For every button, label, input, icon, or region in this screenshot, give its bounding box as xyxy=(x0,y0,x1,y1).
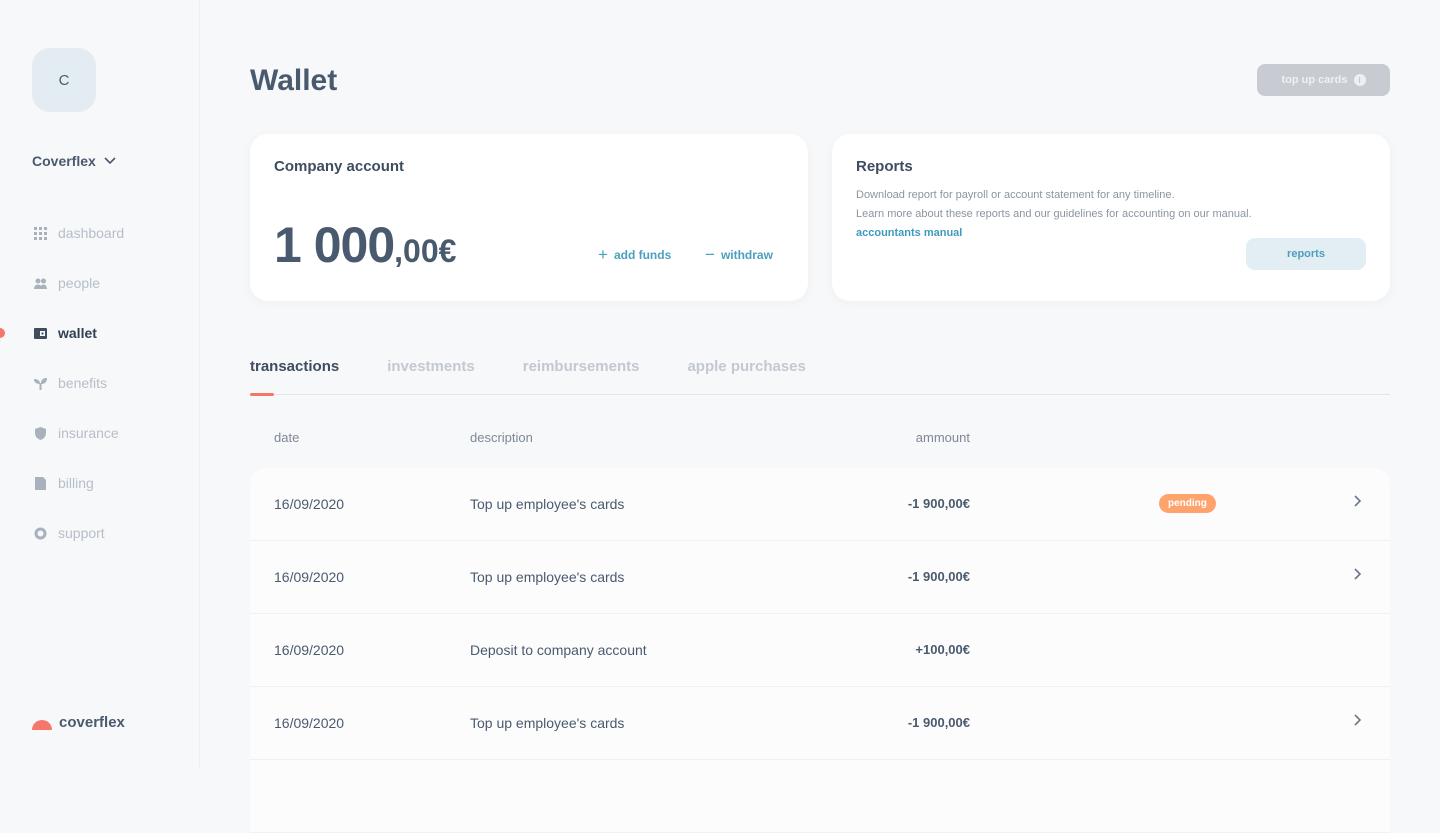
chevron-down-icon xyxy=(104,157,116,165)
tab-transactions[interactable]: transactions xyxy=(250,358,339,396)
tab-apple-purchases[interactable]: apple purchases xyxy=(687,358,806,375)
grid-icon xyxy=(34,226,47,240)
row-amount: -1 900,00€ xyxy=(907,715,970,730)
table-row[interactable]: 16/09/2020 Top up employee's cards -1 90… xyxy=(250,468,1390,541)
withdraw-button[interactable]: − withdraw xyxy=(705,245,773,265)
chevron-right-icon[interactable] xyxy=(1350,713,1364,727)
withdraw-label: withdraw xyxy=(720,248,773,262)
transactions-table: 16/09/2020 Top up employee's cards -1 90… xyxy=(250,468,1390,833)
row-amount: -1 900,00€ xyxy=(907,496,970,511)
coverflex-logo: coverflex xyxy=(32,714,125,731)
balance-decimal: ,00€ xyxy=(394,233,457,269)
row-date: 16/09/2020 xyxy=(274,642,345,658)
card-title: Reports xyxy=(856,158,913,175)
row-amount: -1 900,00€ xyxy=(907,569,970,584)
row-description: Top up employee's cards xyxy=(470,496,625,512)
sidebar-nav: dashboard people wallet benefits insurance bi… xyxy=(0,208,200,558)
accountants-manual-link[interactable]: accountants manual xyxy=(856,227,963,239)
reports-card: Reports Download report for payroll or a… xyxy=(832,134,1390,301)
row-date: 16/09/2020 xyxy=(274,715,345,731)
sidebar-item-label: benefits xyxy=(58,375,108,391)
company-account-card: Company account 1 000,00€ + add funds − wi… xyxy=(250,134,808,301)
top-up-cards-button[interactable]: top up cards i xyxy=(1257,64,1390,96)
sidebar-item-support[interactable]: support xyxy=(0,508,200,558)
avatar-initial: C xyxy=(58,71,70,89)
sidebar-item-label: billing xyxy=(58,475,94,491)
row-amount: +100,00€ xyxy=(915,642,970,657)
sidebar-item-billing[interactable]: billing xyxy=(0,458,200,508)
table-row[interactable]: 16/09/2020 Deposit to company account +1… xyxy=(250,614,1390,687)
sidebar-item-wallet[interactable]: wallet xyxy=(0,308,200,358)
sprout-icon xyxy=(34,377,47,390)
top-up-label: top up cards xyxy=(1281,74,1348,86)
reports-description: Download report for payroll or account s… xyxy=(856,189,1175,201)
wallet-icon xyxy=(34,327,47,339)
sidebar-item-label: wallet xyxy=(58,325,97,341)
sidebar-item-label: people xyxy=(58,275,101,291)
add-funds-button[interactable]: + add funds xyxy=(598,245,671,265)
row-description: Top up employee's cards xyxy=(470,569,625,585)
reports-description-2: Learn more about these reports and our g… xyxy=(856,208,1252,220)
column-date: date xyxy=(274,430,300,445)
sidebar: C Coverflex dashboard people wallet benefit… xyxy=(0,0,200,768)
sidebar-item-people[interactable]: people xyxy=(0,258,200,308)
tabs: transactions investments reimbursements app… xyxy=(250,358,1390,396)
chevron-right-icon[interactable] xyxy=(1350,567,1364,581)
shield-icon xyxy=(35,426,46,440)
company-name: Coverflex xyxy=(32,153,96,169)
sidebar-item-label: insurance xyxy=(58,425,119,441)
page-title: Wallet xyxy=(250,64,338,97)
logo-sun-icon xyxy=(32,719,52,730)
column-amount: ammount xyxy=(915,430,970,445)
balance-integer: 1 000 xyxy=(274,217,395,273)
info-icon: i xyxy=(1353,74,1366,86)
invoice-icon xyxy=(35,476,46,490)
people-icon xyxy=(34,278,47,289)
company-switcher[interactable]: Coverflex xyxy=(32,153,116,169)
table-row[interactable]: 16/09/2020 Top up employee's cards -1 90… xyxy=(250,687,1390,760)
tab-investments[interactable]: investments xyxy=(387,358,475,375)
row-date: 16/09/2020 xyxy=(274,569,345,585)
chevron-right-icon[interactable] xyxy=(1350,494,1364,508)
company-avatar[interactable]: C xyxy=(32,48,96,112)
tab-reimbursements[interactable]: reimbursements xyxy=(522,358,640,375)
row-date: 16/09/2020 xyxy=(274,496,345,512)
sidebar-item-label: support xyxy=(58,525,105,541)
sidebar-item-label: dashboard xyxy=(58,225,125,241)
row-description: Deposit to company account xyxy=(470,642,647,658)
minus-icon: − xyxy=(705,245,715,264)
plus-icon: + xyxy=(598,245,608,264)
sidebar-item-benefits[interactable]: benefits xyxy=(0,358,200,408)
reports-button[interactable]: reports xyxy=(1246,238,1366,270)
table-row[interactable]: 16/09/2020 Top up employee's cards -1 90… xyxy=(250,541,1390,614)
lifebuoy-icon xyxy=(34,527,47,539)
card-title: Company account xyxy=(274,158,405,175)
column-description: description xyxy=(470,430,533,445)
row-description: Top up employee's cards xyxy=(470,715,625,731)
sidebar-item-dashboard[interactable]: dashboard xyxy=(0,208,200,258)
table-row[interactable] xyxy=(250,760,1390,833)
logo-text: coverflex xyxy=(59,714,125,731)
balance: 1 000,00€ xyxy=(274,216,456,274)
add-funds-label: add funds xyxy=(613,248,672,262)
sidebar-item-insurance[interactable]: insurance xyxy=(0,408,200,458)
status-badge: pending xyxy=(1159,494,1216,513)
